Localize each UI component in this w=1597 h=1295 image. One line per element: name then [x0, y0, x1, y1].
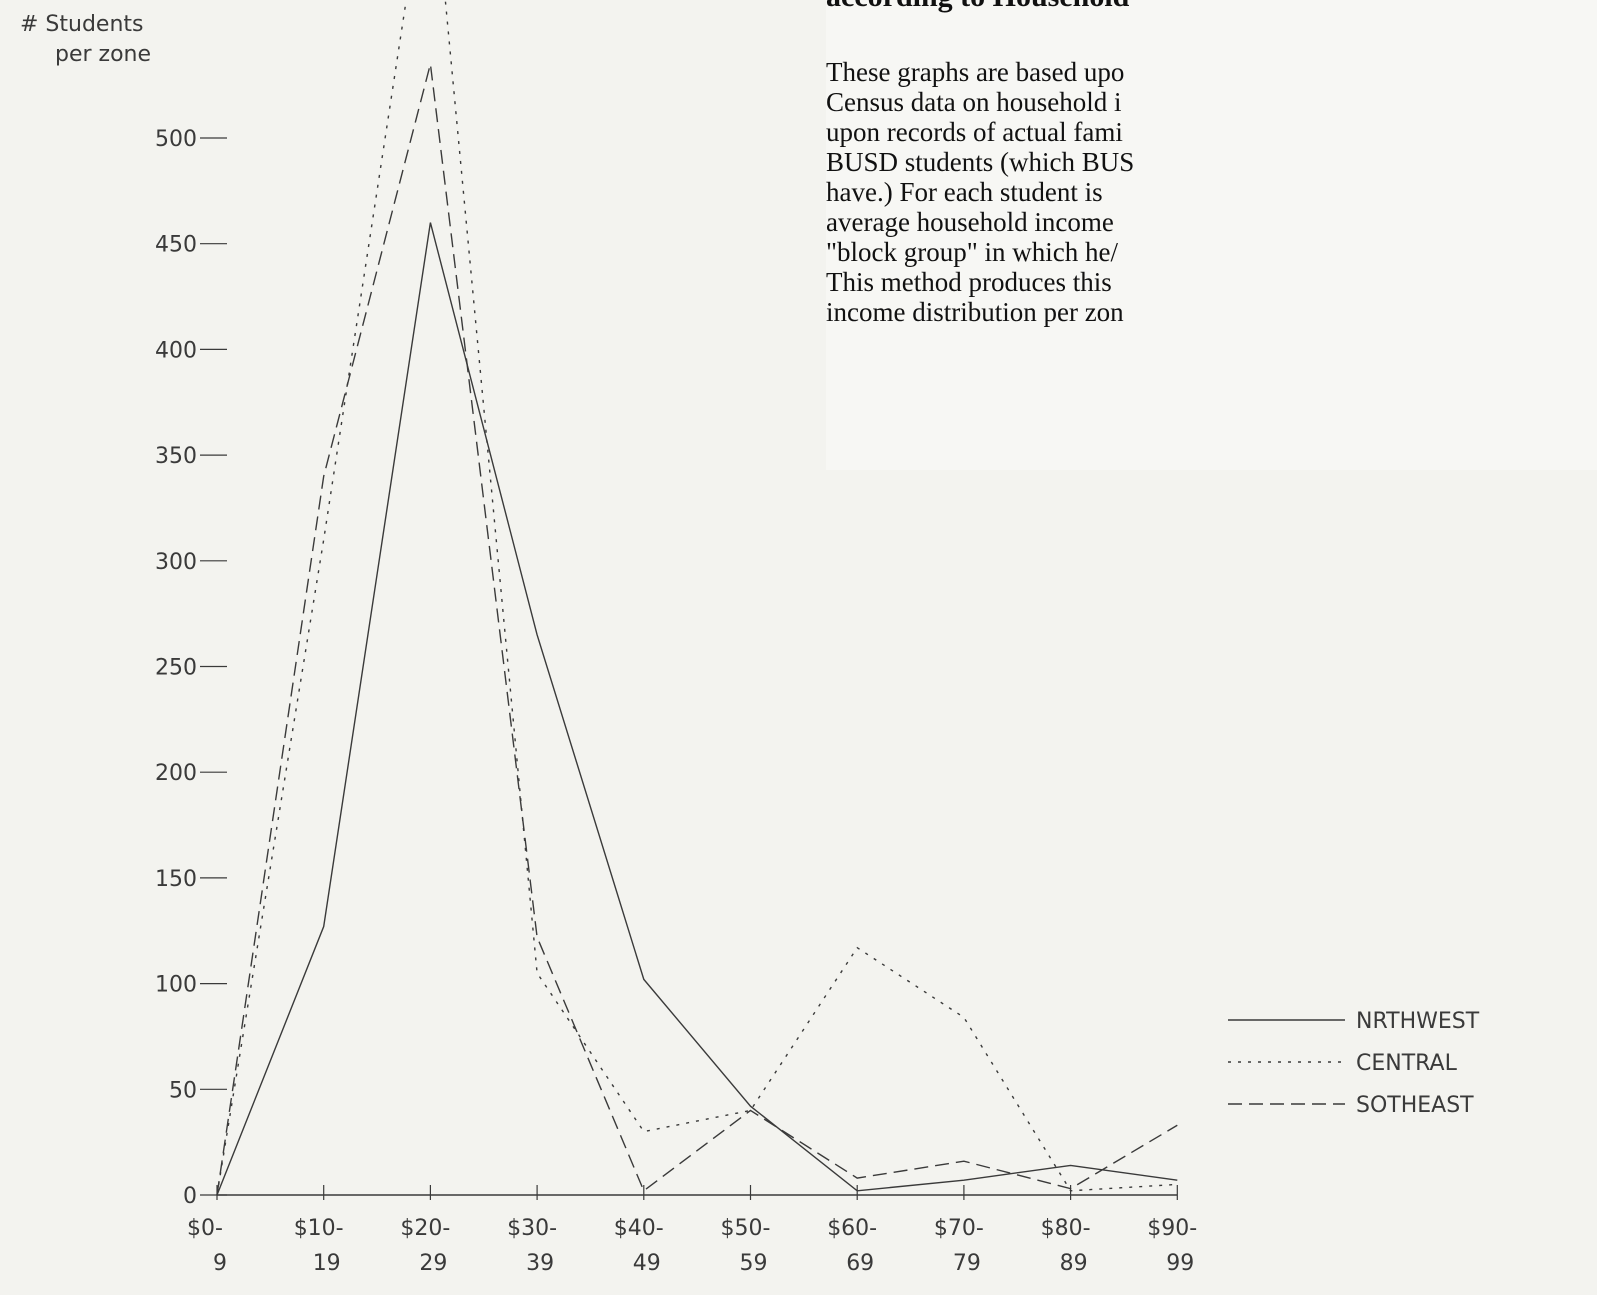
x-tick-label-top: $70-: [934, 1216, 984, 1241]
description-line: "block group" in which he/: [826, 237, 1118, 267]
legend-label: NRTHWEST: [1356, 1009, 1480, 1034]
x-tick-label-bottom: 89: [1060, 1251, 1088, 1276]
x-tick-label-bottom: 69: [846, 1251, 874, 1276]
x-tick-label-top: $50-: [721, 1216, 771, 1241]
series-lines: [216, 0, 1178, 1196]
y-tick-label: 200: [155, 761, 197, 786]
series-line-sotheast: [216, 63, 1178, 1196]
y-axis-title-line2: per zone: [55, 42, 151, 67]
x-tick-label-bottom: 99: [1166, 1251, 1194, 1276]
x-tick-label-bottom: 9: [213, 1251, 227, 1276]
y-tick-label: 100: [155, 973, 197, 998]
description-line: BUSD students (which BUS: [826, 147, 1135, 177]
description-line: This method produces this: [826, 267, 1112, 297]
description-line: have.) For each student is: [826, 177, 1103, 207]
description-line: Census data on household i: [826, 87, 1122, 117]
x-tick-label-top: $10-: [294, 1216, 344, 1241]
y-tick-label: 300: [155, 550, 197, 575]
x-tick-label-top: $80-: [1041, 1216, 1091, 1241]
description-text-block: according to Household These graphs are …: [826, 0, 1597, 470]
y-axis-title-line1: # Students: [20, 12, 144, 37]
x-tick-label-bottom: 59: [740, 1251, 768, 1276]
description-line: income distribution per zon: [826, 297, 1124, 327]
description-line: upon records of actual fami: [826, 117, 1123, 147]
x-tick-label-bottom: 39: [526, 1251, 554, 1276]
y-tick-label: 150: [155, 867, 197, 892]
x-tick-label-top: $0-: [187, 1216, 223, 1241]
x-tick-label-bottom: 29: [419, 1251, 447, 1276]
legend: NRTHWEST CENTRAL SOTHEAST: [1228, 1009, 1480, 1118]
section-heading: according to Household: [826, 0, 1129, 14]
x-tick-label-bottom: 49: [633, 1251, 661, 1276]
description-line: average household income: [826, 207, 1114, 237]
series-line-central: [216, 0, 1178, 1196]
y-axis-title: # Students per zone: [20, 12, 151, 67]
x-axis-ticks: $0- 9 $10- 19 $20- 29 $30- 39 $40- 49 $50- 59 $60- 69…: [187, 1185, 1197, 1276]
y-tick-label: 350: [155, 444, 197, 469]
y-tick-label: 0: [183, 1184, 197, 1209]
y-tick-label: 50: [169, 1078, 197, 1103]
y-tick-label: 400: [155, 338, 197, 363]
y-tick-label: 450: [155, 233, 197, 258]
legend-label: CENTRAL: [1356, 1051, 1458, 1076]
description-line: These graphs are based upo: [826, 57, 1125, 87]
x-tick-label-top: $30-: [507, 1216, 557, 1241]
x-tick-label-bottom: 79: [953, 1251, 981, 1276]
x-tick-label-top: $60-: [827, 1216, 877, 1241]
x-tick-label-bottom: 19: [313, 1251, 341, 1276]
legend-label: SOTHEAST: [1356, 1093, 1474, 1118]
series-line-nrthwest: [216, 222, 1178, 1196]
x-tick-label-top: $40-: [614, 1216, 664, 1241]
x-tick-label-top: $90-: [1147, 1216, 1197, 1241]
y-axis-ticks: 0 50 100 150 200 250 300 350 400 450 500: [155, 127, 227, 1209]
y-tick-label: 500: [155, 127, 197, 152]
y-tick-label: 250: [155, 656, 197, 681]
x-tick-label-top: $20-: [400, 1216, 450, 1241]
